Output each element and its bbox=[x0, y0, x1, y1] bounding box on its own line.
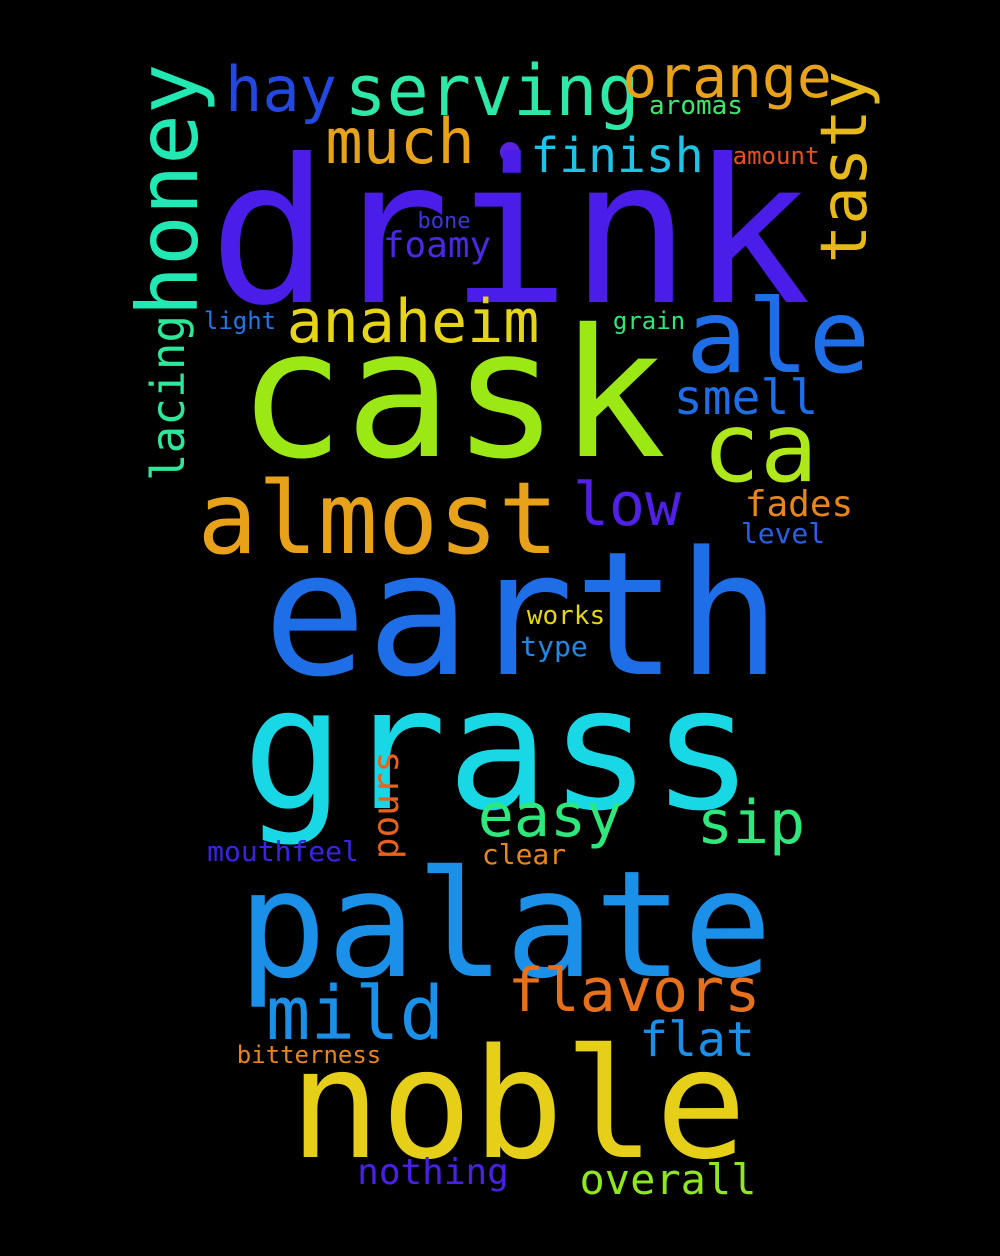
word-type: type bbox=[520, 630, 588, 663]
word-bone: bone bbox=[417, 209, 471, 234]
word-orange: orange bbox=[622, 43, 832, 111]
word-noble: noble bbox=[289, 1016, 747, 1193]
word-low: low bbox=[572, 470, 682, 540]
word-finish: finish bbox=[530, 128, 704, 184]
word-foamy: foamy bbox=[382, 225, 492, 266]
word-clear: clear bbox=[481, 838, 567, 871]
word-amount: amount bbox=[732, 142, 820, 170]
word-palate: palate bbox=[237, 839, 773, 1011]
word-light: light bbox=[203, 307, 277, 335]
word-mild: mild bbox=[265, 971, 445, 1057]
word-ale: ale bbox=[685, 278, 871, 397]
word-flavors: flavors bbox=[507, 956, 761, 1026]
word-overall: overall bbox=[579, 1155, 757, 1204]
word-earth: earth bbox=[263, 514, 781, 715]
word-tasty: tasty bbox=[808, 70, 882, 264]
word-grain: grain bbox=[612, 307, 686, 335]
dot-mark bbox=[500, 142, 520, 162]
word-hay: hay bbox=[225, 53, 337, 126]
word-cask: cask bbox=[237, 291, 667, 498]
word-drink: drink bbox=[208, 117, 812, 350]
word-grass: grass bbox=[242, 651, 754, 849]
word-mouthfeel: mouthfeel bbox=[207, 835, 359, 868]
word-lacing: lacing bbox=[141, 314, 195, 482]
word-pours: pours bbox=[366, 750, 407, 860]
word-works: works bbox=[526, 601, 606, 631]
word-anaheim: anaheim bbox=[286, 287, 540, 357]
word-sip: sip bbox=[696, 788, 806, 858]
word-fades: fades bbox=[744, 484, 854, 525]
word-honey: honey bbox=[119, 63, 217, 317]
word-level: level bbox=[740, 517, 826, 550]
word-almost: almost bbox=[197, 460, 559, 577]
word-much: much bbox=[325, 105, 475, 178]
word-serving: serving bbox=[344, 50, 640, 132]
word-smell: smell bbox=[673, 370, 819, 426]
word-ca: ca bbox=[702, 392, 818, 504]
word-easy: easy bbox=[477, 781, 623, 851]
word-nothing: nothing bbox=[357, 1152, 509, 1193]
word-aromas: aromas bbox=[649, 91, 743, 121]
word-flat: flat bbox=[639, 1012, 755, 1068]
word-bitterness: bitterness bbox=[236, 1041, 382, 1069]
